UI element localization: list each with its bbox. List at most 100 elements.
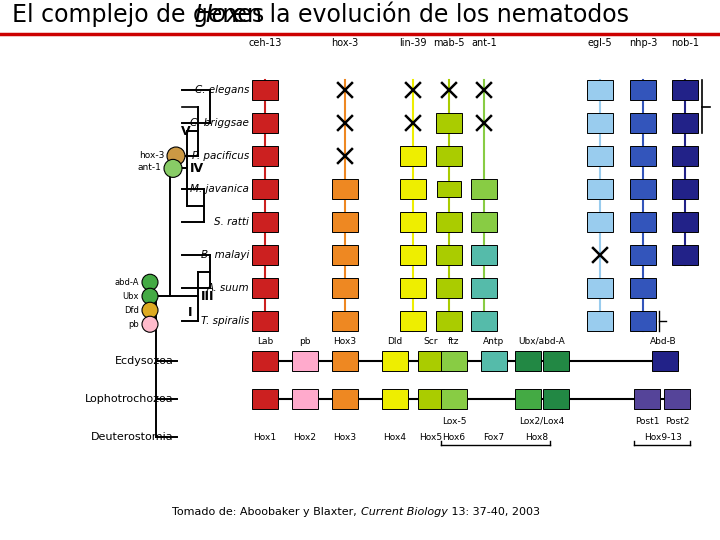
Text: Post2: Post2 (665, 417, 689, 426)
Bar (672, 179, 698, 199)
Text: B. malayi: B. malayi (201, 250, 249, 260)
Text: mab-5: mab-5 (433, 38, 464, 48)
Text: I: I (188, 307, 192, 320)
Bar (630, 113, 656, 133)
Bar (252, 311, 278, 331)
Text: Hox: Hox (194, 3, 240, 27)
Text: S. ratti: S. ratti (214, 217, 249, 227)
Text: M. javanica: M. javanica (190, 184, 249, 194)
Bar (332, 311, 358, 331)
Bar (672, 146, 698, 166)
Bar (292, 389, 318, 409)
Bar (332, 179, 358, 199)
Text: Deuterostomia: Deuterostomia (91, 432, 174, 442)
Bar (471, 179, 497, 199)
Text: Hox5: Hox5 (420, 433, 443, 442)
Circle shape (142, 316, 158, 332)
Bar (332, 278, 358, 298)
Text: Ecdysozoa: Ecdysozoa (115, 356, 174, 366)
Bar (471, 245, 497, 265)
Bar (587, 80, 613, 100)
Bar (630, 146, 656, 166)
Text: Hox9-13: Hox9-13 (644, 433, 682, 442)
Text: V: V (181, 125, 191, 138)
Text: A. suum: A. suum (207, 283, 249, 293)
Text: Fox7: Fox7 (483, 433, 505, 442)
Bar (252, 245, 278, 265)
Bar (332, 212, 358, 232)
Text: pb: pb (300, 336, 311, 346)
Bar (630, 80, 656, 100)
Bar (436, 311, 462, 331)
Bar (252, 80, 278, 100)
Bar (587, 146, 613, 166)
Text: Lophotrochozoa: Lophotrochozoa (86, 394, 174, 404)
Text: Ubx: Ubx (122, 292, 139, 301)
Text: Scr: Scr (424, 336, 438, 346)
Bar (252, 212, 278, 232)
Text: Hox2: Hox2 (294, 433, 317, 442)
Text: ant-1: ant-1 (137, 163, 161, 172)
Bar (441, 351, 467, 371)
Bar (543, 351, 569, 371)
Bar (400, 212, 426, 232)
Bar (332, 389, 358, 409)
Circle shape (142, 274, 158, 291)
Bar (672, 245, 698, 265)
Text: IV: IV (190, 162, 204, 175)
Text: 13: 37-40, 2003: 13: 37-40, 2003 (448, 507, 540, 517)
Text: hox-3: hox-3 (331, 38, 359, 48)
Bar (252, 351, 278, 371)
Bar (292, 351, 318, 371)
Text: Hox6: Hox6 (442, 433, 466, 442)
Text: P. pacificus: P. pacificus (192, 151, 249, 161)
Bar (652, 351, 678, 371)
Bar (515, 351, 541, 371)
Bar (515, 389, 541, 409)
Bar (587, 113, 613, 133)
Bar (630, 179, 656, 199)
Bar (400, 278, 426, 298)
Circle shape (142, 288, 158, 304)
Bar (418, 351, 444, 371)
Bar (481, 351, 507, 371)
Bar (672, 80, 698, 100)
Bar (332, 245, 358, 265)
Text: Hox8: Hox8 (526, 433, 549, 442)
Bar (664, 389, 690, 409)
Text: Hox4: Hox4 (384, 433, 407, 442)
Bar (634, 389, 660, 409)
Bar (400, 146, 426, 166)
Bar (587, 212, 613, 232)
Bar (587, 278, 613, 298)
Circle shape (164, 159, 182, 177)
Text: Lox2/Lox4: Lox2/Lox4 (519, 417, 564, 426)
Bar (630, 245, 656, 265)
Bar (471, 212, 497, 232)
Bar (587, 179, 613, 199)
Circle shape (167, 147, 185, 165)
Text: lin-39: lin-39 (400, 38, 427, 48)
Bar (252, 113, 278, 133)
Bar (252, 389, 278, 409)
Text: hox-3: hox-3 (139, 151, 164, 159)
Bar (436, 212, 462, 232)
Text: pb: pb (128, 320, 139, 329)
Text: Dfd: Dfd (124, 306, 139, 315)
Bar (332, 351, 358, 371)
Bar (252, 146, 278, 166)
Text: Ubx/abd-A: Ubx/abd-A (518, 336, 565, 346)
Bar (436, 278, 462, 298)
Bar (400, 245, 426, 265)
Text: C. elegans: C. elegans (194, 85, 249, 95)
Bar (672, 212, 698, 232)
Text: ftz: ftz (449, 336, 460, 346)
Text: Hox1: Hox1 (253, 433, 276, 442)
Bar (382, 351, 408, 371)
Bar (252, 179, 278, 199)
Text: Hox3: Hox3 (333, 336, 356, 346)
Text: Tomado de: Aboobaker y Blaxter,: Tomado de: Aboobaker y Blaxter, (172, 507, 360, 517)
Bar (436, 113, 462, 133)
Text: Hox3: Hox3 (333, 433, 356, 442)
Bar (587, 311, 613, 331)
